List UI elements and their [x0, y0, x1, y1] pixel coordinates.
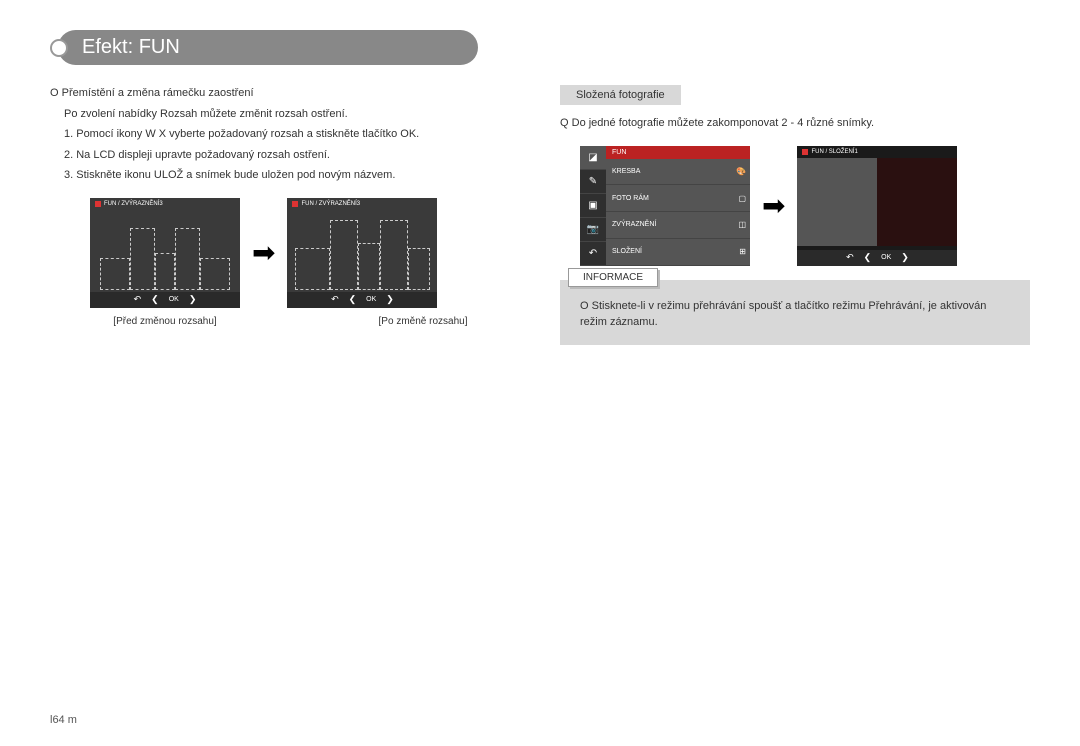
menu-item-kresba[interactable]: KRESBA 🎨 [606, 159, 750, 186]
menu-item-zvyrazneni[interactable]: ZVÝRAZNĚNÍ ◫ [606, 212, 750, 239]
dashed-segment [380, 220, 408, 290]
frame-icon: ▢ [738, 194, 746, 203]
left-icon[interactable]: ❮ [864, 252, 872, 263]
left-step-1: 1. Pomocí ikony W X vyberte požadovaný r… [50, 126, 520, 143]
right-intro: Q Do jedné fotografie můžete zakomponova… [560, 115, 1030, 132]
right-icon[interactable]: ❯ [386, 294, 394, 305]
left-icon[interactable]: ❮ [151, 294, 159, 305]
right-intro-text: Do jedné fotografie můžete zakomponovat … [572, 117, 874, 129]
right-icon[interactable]: ❯ [901, 252, 909, 263]
lcd-before: FUN / ZVÝRAZNĚNÍ3 ↶ ❮ OK ❯ [90, 198, 240, 308]
lcd-before-header-text: FUN / ZVÝRAZNĚNÍ3 [104, 201, 163, 207]
rec-icon [292, 201, 298, 207]
lcd-composite-header-text: FUN / SLOŽENÍ1 [811, 149, 857, 155]
caption-spacer [280, 316, 308, 327]
lcd-composite: FUN / SLOŽENÍ1 ↶ ❮ OK ❯ [797, 146, 957, 266]
caption-after: [Po změně rozsahu] [348, 316, 498, 327]
composite-left-half [797, 158, 877, 246]
dashed-segment [330, 220, 358, 290]
palette-icon: 🎨 [736, 167, 746, 176]
side-camera-icon[interactable]: 📷 [580, 218, 606, 242]
side-fun-icon[interactable]: ◪ [580, 146, 606, 170]
right-icon[interactable]: ❯ [189, 294, 197, 305]
dashed-segment [408, 248, 430, 290]
menu-item-label: FOTO RÁM [612, 195, 649, 202]
dashed-segment [200, 258, 230, 290]
left-icon[interactable]: ❮ [349, 294, 357, 305]
left-column: O Přemístění a změna rámečku zaostření P… [50, 85, 520, 345]
dashed-segment [130, 228, 155, 290]
right-screens-row: ◪ ✎ ▣ 📷 ↶ FUN KRESBA 🎨 FOTO RÁM ▢ ZVÝRAZNĚ… [580, 146, 1030, 266]
section-label: Složená fotografie [560, 85, 681, 105]
caption-row: [Před změnou rozsahu] [Po změně rozsahu] [90, 316, 520, 327]
rec-icon [95, 201, 101, 207]
ok-button[interactable]: OK [169, 296, 179, 303]
dashed-segment [358, 243, 380, 290]
left-heading-text: Přemístění a změna rámečku zaostření [62, 87, 254, 99]
left-heading: O Přemístění a změna rámečku zaostření [50, 85, 520, 102]
rec-icon [802, 149, 808, 155]
menu-item-label: SLOŽENÍ [612, 248, 642, 255]
page-title: Efekt: FUN [58, 30, 478, 65]
dashed-segment [295, 248, 330, 290]
ok-button[interactable]: OK [366, 296, 376, 303]
left-step-3: 3. Stiskněte ikonu ULOŽ a snímek bude ul… [50, 167, 520, 184]
lcd-after-header: FUN / ZVÝRAZNĚNÍ3 [287, 198, 437, 210]
title-bar: Efekt: FUN [50, 30, 1030, 65]
dashed-segment [155, 253, 175, 290]
ok-button[interactable]: OK [881, 254, 891, 261]
menu-item-slozeni[interactable]: SLOŽENÍ ⊞ [606, 239, 750, 266]
compose-icon: ⊞ [739, 247, 746, 256]
info-box: INFORMACE O Stisknete-li v režimu přehrá… [560, 280, 1030, 345]
title-circle-icon [50, 39, 68, 57]
arrow-icon: ➡ [762, 189, 785, 222]
left-step-2: 2. Na LCD displeji upravte požadovaný ro… [50, 147, 520, 164]
page-number: l64 m [50, 714, 77, 726]
dashed-segment [100, 258, 130, 290]
composite-right-half [877, 158, 957, 246]
screens-row: FUN / ZVÝRAZNĚNÍ3 ↶ ❮ OK ❯ ➡ [90, 198, 520, 308]
side-edit-icon[interactable]: ✎ [580, 170, 606, 194]
lcd-before-header: FUN / ZVÝRAZNĚNÍ3 [90, 198, 240, 210]
menu-sidebar: ◪ ✎ ▣ 📷 ↶ [580, 146, 606, 266]
lcd-after-footer: ↶ ❮ OK ❯ [287, 292, 437, 308]
lcd-menu: ◪ ✎ ▣ 📷 ↶ FUN KRESBA 🎨 FOTO RÁM ▢ ZVÝRAZNĚ… [580, 146, 750, 266]
lcd-composite-footer: ↶ ❮ OK ❯ [797, 250, 957, 266]
lcd-after: FUN / ZVÝRAZNĚNÍ3 ↶ ❮ OK ❯ [287, 198, 437, 308]
menu-list: FUN KRESBA 🎨 FOTO RÁM ▢ ZVÝRAZNĚNÍ ◫ SLOŽEN… [606, 146, 750, 266]
menu-item-label: ZVÝRAZNĚNÍ [612, 221, 656, 228]
back-icon[interactable]: ↶ [134, 294, 142, 305]
side-back-icon[interactable]: ↶ [580, 242, 606, 266]
right-column: Složená fotografie Q Do jedné fotografie… [560, 85, 1030, 345]
lcd-after-header-text: FUN / ZVÝRAZNĚNÍ3 [301, 201, 360, 207]
info-tab: INFORMACE [568, 268, 658, 287]
lcd-before-footer: ↶ ❮ OK ❯ [90, 292, 240, 308]
arrow-icon: ➡ [252, 236, 275, 269]
left-intro: Po zvolení nabídky Rozsah můžete změnit … [50, 106, 520, 123]
info-text: O Stisknete-li v režimu přehrávání spouš… [574, 298, 1016, 331]
info-text-content: Stisknete-li v režimu přehrávání spoušť … [580, 300, 986, 329]
back-icon[interactable]: ↶ [846, 252, 854, 263]
menu-item-fotoram[interactable]: FOTO RÁM ▢ [606, 185, 750, 212]
lcd-composite-header: FUN / SLOŽENÍ1 [797, 146, 957, 158]
caption-before: [Před změnou rozsahu] [90, 316, 240, 327]
menu-header: FUN [606, 146, 750, 159]
side-photo-icon[interactable]: ▣ [580, 194, 606, 218]
menu-item-label: KRESBA [612, 168, 640, 175]
dashed-segment [175, 228, 200, 290]
highlight-icon: ◫ [738, 220, 746, 229]
back-icon[interactable]: ↶ [331, 294, 339, 305]
